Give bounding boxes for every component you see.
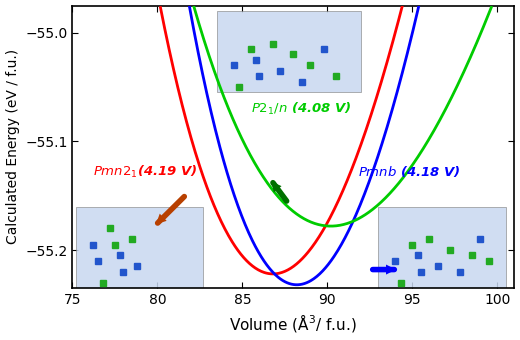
FancyBboxPatch shape	[379, 206, 506, 288]
FancyBboxPatch shape	[76, 206, 203, 288]
X-axis label: Volume (Å$^3$/ f.u.): Volume (Å$^3$/ f.u.)	[229, 312, 357, 335]
FancyBboxPatch shape	[217, 11, 361, 92]
Y-axis label: Calculated Energy (eV / f.u.): Calculated Energy (eV / f.u.)	[6, 49, 20, 244]
Text: $Pmnb$ (4.18 V): $Pmnb$ (4.18 V)	[358, 164, 461, 179]
Text: $Pmn2_1$(4.19 V): $Pmn2_1$(4.19 V)	[93, 164, 197, 180]
Text: $P2_1/n$ (4.08 V): $P2_1/n$ (4.08 V)	[251, 101, 352, 117]
